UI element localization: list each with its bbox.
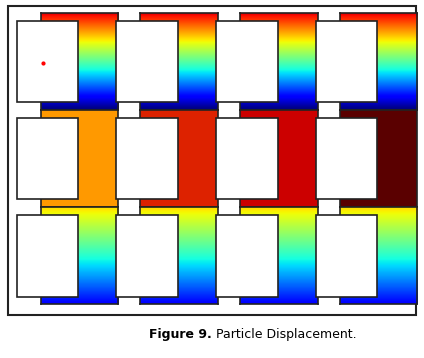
Bar xyxy=(315,215,377,296)
Text: Figure 9.: Figure 9. xyxy=(149,328,212,341)
Bar xyxy=(116,118,178,199)
Bar xyxy=(116,20,178,102)
Bar xyxy=(17,20,78,102)
Bar xyxy=(216,20,278,102)
Bar xyxy=(17,215,78,296)
Bar xyxy=(116,215,178,296)
Bar xyxy=(216,215,278,296)
Bar xyxy=(315,20,377,102)
Bar xyxy=(17,118,78,199)
Bar xyxy=(216,118,278,199)
Bar xyxy=(315,118,377,199)
Text: Particle Displacement.: Particle Displacement. xyxy=(212,328,357,341)
